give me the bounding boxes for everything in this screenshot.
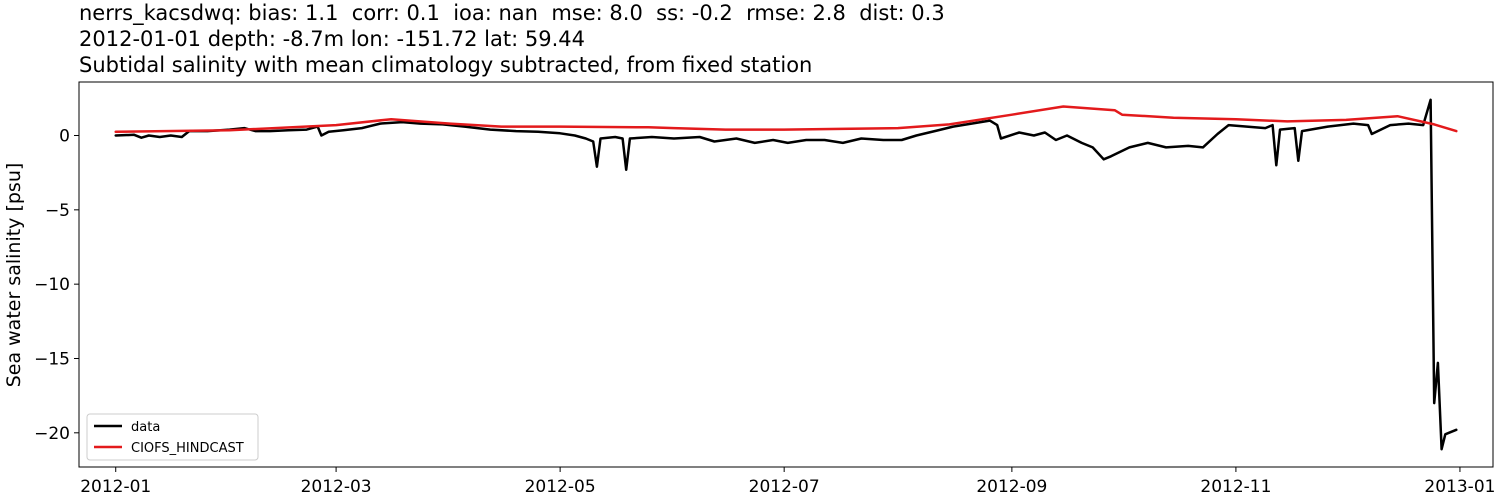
y-tick-label: −5 bbox=[45, 201, 70, 221]
x-tick-label: 2012-03 bbox=[301, 477, 372, 497]
x-tick-label: 2012-05 bbox=[525, 477, 596, 497]
series-line-data bbox=[114, 98, 1458, 451]
chart-title: nerrs_kacsdwq: bias: 1.1 corr: 0.1 ioa: … bbox=[79, 0, 945, 78]
x-tick-label: 2012-09 bbox=[976, 477, 1047, 497]
y-tick-label: −20 bbox=[34, 424, 70, 444]
x-tick-label: 2012-01 bbox=[80, 477, 151, 497]
y-axis-label: Sea water salinity [psu] bbox=[3, 163, 25, 388]
series-layer bbox=[114, 98, 1458, 451]
plot-frame bbox=[78, 81, 1494, 468]
x-tick-label: 2012-07 bbox=[749, 477, 820, 497]
legend-label-data: data bbox=[131, 420, 160, 435]
ticks-layer: 2012-01 2012-03 2012-05 2012-07 2012-09 2012-… bbox=[34, 127, 1495, 497]
y-tick-label: 0 bbox=[59, 127, 70, 147]
y-tick-label: −15 bbox=[34, 349, 70, 369]
series-line-ciofs-hindcast bbox=[114, 105, 1458, 134]
x-tick-label: 2012-11 bbox=[1200, 477, 1271, 497]
title-line-1: nerrs_kacsdwq: bias: 1.1 corr: 0.1 ioa: … bbox=[79, 1, 945, 25]
x-tick-label: 2013-01 bbox=[1424, 477, 1495, 497]
title-line-3: Subtidal salinity with mean climatology … bbox=[79, 53, 813, 77]
y-tick-label: −10 bbox=[34, 275, 70, 295]
legend: data CIOFS_HINDCAST bbox=[86, 413, 259, 461]
legend-box bbox=[86, 413, 259, 461]
legend-label-ciofs-hindcast: CIOFS_HINDCAST bbox=[131, 441, 244, 456]
title-line-2: 2012-01-01 depth: -8.7m lon: -151.72 lat… bbox=[79, 27, 585, 51]
